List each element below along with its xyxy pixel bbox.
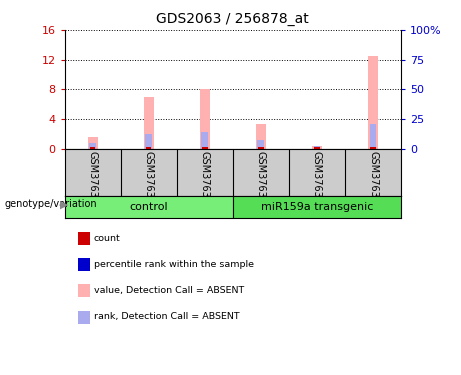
Text: count: count [94,234,120,243]
Bar [368,56,378,148]
Bar [144,97,154,148]
Bar [90,147,95,148]
Text: GSM37638: GSM37638 [368,151,378,204]
Bar [89,142,96,148]
Bar [65,196,233,217]
Text: GSM37633: GSM37633 [88,151,98,204]
Title: GDS2063 / 256878_at: GDS2063 / 256878_at [156,12,309,26]
Bar [88,137,98,148]
Text: GSM37636: GSM37636 [200,151,210,204]
Bar [370,147,376,148]
Bar [256,124,266,148]
Text: value, Detection Call = ABSENT: value, Detection Call = ABSENT [94,286,244,295]
Text: GSM37637: GSM37637 [312,151,322,204]
Bar [258,140,264,148]
Bar [258,147,264,148]
Text: GSM37635: GSM37635 [144,151,154,204]
Text: control: control [130,202,168,212]
Text: genotype/variation: genotype/variation [5,200,97,209]
Bar [201,132,208,148]
Text: GSM37634: GSM37634 [256,151,266,204]
Text: percentile rank within the sample: percentile rank within the sample [94,260,254,269]
Bar [233,196,401,217]
Text: ▶: ▶ [60,200,69,209]
Bar [200,89,210,148]
Bar [314,147,320,148]
Bar [146,147,152,148]
Text: miR159a transgenic: miR159a transgenic [261,202,373,212]
Bar [370,124,376,148]
Text: rank, Detection Call = ABSENT: rank, Detection Call = ABSENT [94,312,239,321]
Bar [145,134,152,148]
Bar [202,147,207,148]
Bar [312,146,322,148]
Bar [313,146,320,148]
